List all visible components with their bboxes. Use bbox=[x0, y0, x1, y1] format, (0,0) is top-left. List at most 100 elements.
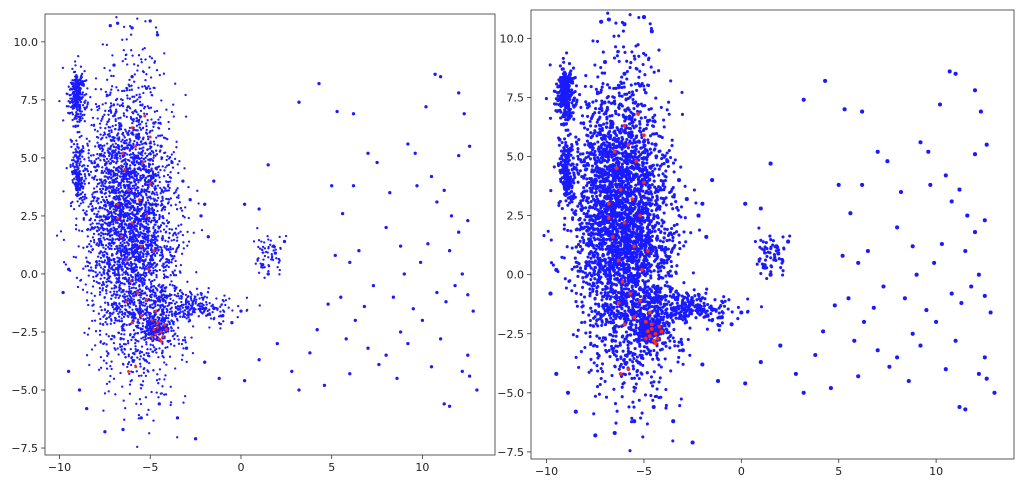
data-point bbox=[142, 229, 145, 232]
data-point bbox=[135, 117, 138, 120]
data-point bbox=[113, 287, 116, 290]
data-point bbox=[236, 315, 239, 319]
data-point bbox=[148, 322, 151, 325]
data-point bbox=[101, 251, 104, 254]
data-point bbox=[148, 432, 151, 435]
data-point bbox=[191, 307, 194, 310]
data-point bbox=[108, 207, 112, 210]
data-point bbox=[150, 273, 153, 277]
data-point bbox=[97, 312, 101, 315]
data-point bbox=[136, 167, 140, 170]
data-point bbox=[154, 318, 157, 321]
data-point bbox=[146, 135, 150, 138]
data-point bbox=[141, 138, 145, 141]
data-point bbox=[123, 228, 127, 231]
data-point bbox=[196, 293, 199, 296]
data-point bbox=[153, 60, 157, 63]
data-point bbox=[79, 278, 83, 282]
data-point bbox=[101, 287, 105, 290]
data-point bbox=[210, 305, 213, 308]
data-point bbox=[191, 325, 195, 328]
data-point bbox=[177, 342, 181, 345]
data-point bbox=[112, 220, 115, 224]
data-point bbox=[186, 280, 189, 283]
data-point bbox=[160, 202, 164, 206]
data-point bbox=[75, 165, 78, 168]
data-point bbox=[178, 201, 181, 204]
data-point bbox=[103, 238, 106, 241]
data-point bbox=[109, 109, 113, 113]
data-point bbox=[100, 284, 104, 287]
data-point bbox=[142, 336, 145, 339]
data-point bbox=[133, 193, 136, 197]
data-point bbox=[165, 158, 168, 162]
data-point bbox=[92, 124, 96, 127]
data-point bbox=[70, 140, 74, 143]
data-point bbox=[137, 194, 140, 198]
data-point bbox=[135, 176, 138, 180]
data-point bbox=[109, 172, 112, 175]
data-point bbox=[138, 100, 142, 104]
data-point bbox=[152, 266, 155, 270]
data-point bbox=[133, 167, 136, 170]
data-point bbox=[138, 126, 141, 129]
data-point bbox=[128, 251, 131, 254]
data-point bbox=[91, 299, 94, 302]
data-point bbox=[637, 54, 641, 58]
data-point bbox=[134, 129, 138, 132]
data-point bbox=[447, 404, 452, 408]
data-point bbox=[219, 305, 222, 308]
data-point bbox=[169, 204, 173, 207]
data-point bbox=[148, 164, 151, 167]
data-point bbox=[99, 277, 102, 280]
data-point bbox=[143, 190, 146, 194]
data-point bbox=[110, 233, 114, 237]
data-point bbox=[167, 240, 170, 243]
data-point bbox=[116, 347, 119, 350]
data-point bbox=[155, 243, 158, 247]
data-point bbox=[128, 301, 132, 305]
data-point bbox=[133, 217, 136, 220]
data-point bbox=[108, 69, 112, 72]
data-point bbox=[120, 257, 123, 260]
data-point bbox=[83, 180, 86, 183]
data-point bbox=[614, 21, 618, 25]
data-point bbox=[163, 208, 167, 211]
data-point bbox=[155, 296, 158, 300]
data-point bbox=[135, 349, 139, 353]
data-point bbox=[97, 368, 101, 371]
data-point bbox=[449, 214, 454, 218]
data-point bbox=[90, 159, 93, 163]
data-point bbox=[145, 170, 149, 174]
data-point bbox=[107, 154, 111, 158]
data-point bbox=[202, 296, 205, 300]
data-point bbox=[90, 292, 93, 295]
data-point bbox=[101, 103, 104, 106]
data-point bbox=[141, 48, 144, 51]
data-point bbox=[82, 218, 85, 221]
data-point bbox=[426, 242, 430, 246]
data-point bbox=[131, 235, 134, 239]
data-point bbox=[267, 270, 270, 273]
data-point bbox=[144, 232, 147, 236]
data-point bbox=[576, 204, 580, 208]
data-point bbox=[435, 290, 439, 295]
data-point bbox=[391, 295, 396, 299]
data-point bbox=[158, 283, 161, 286]
data-point bbox=[144, 20, 147, 23]
data-point bbox=[132, 142, 135, 145]
data-point bbox=[130, 241, 134, 244]
data-point bbox=[147, 165, 151, 169]
data-point bbox=[93, 128, 97, 131]
data-point bbox=[118, 136, 121, 139]
data-point bbox=[71, 107, 75, 110]
data-point bbox=[100, 231, 103, 234]
data-point bbox=[161, 195, 164, 198]
data-point bbox=[94, 145, 97, 148]
data-point bbox=[438, 75, 443, 79]
data-point bbox=[160, 200, 163, 203]
data-point bbox=[124, 304, 127, 307]
data-point bbox=[175, 286, 178, 289]
data-point bbox=[134, 287, 138, 290]
data-point bbox=[113, 274, 116, 277]
